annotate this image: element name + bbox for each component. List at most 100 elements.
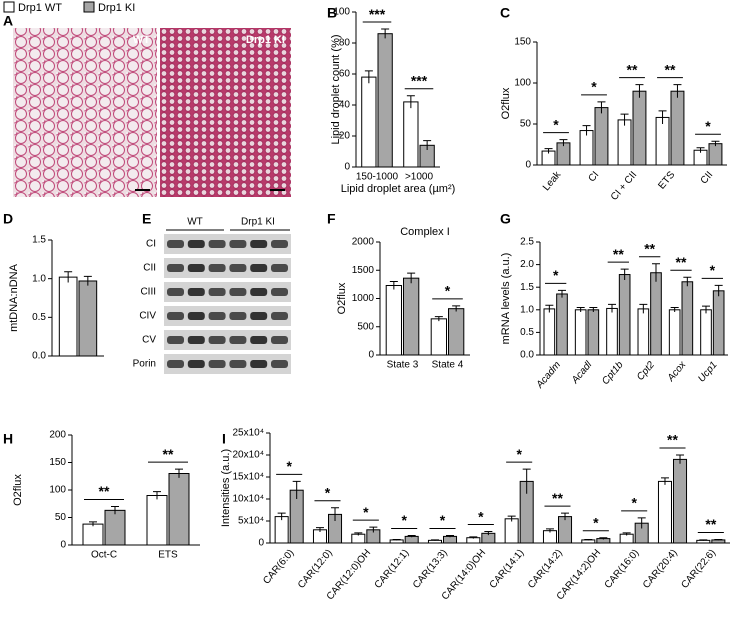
significance-label: *	[705, 118, 711, 134]
y-tick-label: 1500	[352, 265, 375, 276]
y-tick-label: 60	[339, 69, 351, 80]
bar	[146, 495, 168, 546]
significance-label: **	[163, 446, 174, 462]
x-tick-label: Ucp1	[696, 360, 719, 385]
x-tick-label: CAR(13:3)	[411, 548, 450, 591]
error-bar	[582, 125, 591, 136]
histology-image	[160, 28, 291, 197]
blot-band	[229, 312, 247, 320]
y-tick-label: 500	[357, 321, 374, 332]
blot-band	[187, 360, 205, 368]
error-bar	[434, 316, 443, 322]
blot-band	[271, 264, 288, 272]
bar	[708, 143, 723, 166]
panel-label: C	[500, 5, 510, 21]
bar	[443, 535, 458, 544]
blot-band	[167, 264, 184, 272]
error-bar	[292, 480, 301, 499]
error-bar	[89, 521, 97, 527]
significance-label: **	[705, 516, 716, 532]
blot-row-label: Porin	[133, 359, 156, 370]
blot-row-label: CI	[146, 239, 156, 250]
group-label: WT	[187, 217, 203, 228]
bar	[632, 90, 647, 166]
error-bar	[714, 284, 723, 297]
y-tick-label: 0.0	[32, 351, 46, 362]
error-bar	[599, 537, 608, 540]
x-tick-label: CI + CII	[609, 170, 639, 203]
blot-band	[208, 288, 226, 296]
y-tick-label: 100	[49, 485, 66, 496]
panel-label: H	[3, 431, 13, 447]
y-tick-label: 0.5	[520, 327, 534, 338]
legend-swatch	[3, 1, 15, 13]
significance-label: *	[445, 283, 451, 299]
y-tick-label: 150	[49, 457, 66, 468]
bar	[389, 539, 404, 544]
error-bar	[559, 139, 568, 147]
error-bar	[696, 147, 705, 153]
bar	[430, 318, 448, 356]
x-tick-label: CAR(12:0)	[296, 548, 335, 591]
x-tick-label: CAR(20:4)	[641, 548, 680, 591]
legend-label: Drp1 KI	[98, 2, 135, 14]
bar	[403, 101, 419, 168]
error-bar	[545, 304, 554, 313]
error-bar	[392, 538, 401, 541]
blot-row-label: CIII	[140, 287, 156, 298]
group-label: Drp1 KI	[241, 217, 275, 228]
bar	[637, 308, 650, 356]
blot-band	[229, 360, 247, 368]
y-axis-label: O2flux	[12, 474, 24, 506]
western-blot: E WT Drp1 KI	[142, 211, 290, 231]
blot-row-label: CIV	[139, 311, 156, 322]
blot-band	[187, 240, 205, 248]
bar	[558, 516, 573, 544]
y-axis-label: mRNA levels (a.u.)	[500, 253, 512, 345]
y-tick-label: 50	[520, 119, 532, 130]
x-tick-label: Cpt2	[635, 359, 657, 383]
error-bar	[714, 538, 723, 541]
y-tick-label: 0	[368, 350, 374, 361]
error-bar	[702, 305, 711, 314]
x-tick-label: Acadm	[534, 360, 563, 392]
bar	[617, 119, 632, 166]
error-bar	[389, 281, 398, 290]
blot-band	[271, 288, 288, 296]
significance-label: ***	[369, 6, 386, 22]
panel-label: F	[327, 211, 336, 227]
significance-label: *	[325, 485, 331, 501]
error-bar	[637, 517, 646, 529]
error-bar	[651, 263, 660, 282]
y-axis-label: O2flux	[336, 282, 348, 314]
error-bar	[561, 512, 570, 521]
blot-band	[187, 288, 205, 296]
blot-band	[167, 312, 184, 320]
bar	[581, 539, 596, 544]
significance-label: *	[631, 495, 637, 511]
error-bar	[446, 535, 455, 538]
error-bar	[452, 305, 461, 312]
panel-label: G	[500, 211, 511, 227]
bar	[574, 309, 587, 356]
error-bar	[584, 538, 593, 541]
error-bar	[406, 95, 415, 109]
x-tick-label: CAR(12:1)	[373, 548, 412, 591]
significance-label: **	[99, 483, 110, 499]
error-bar	[639, 303, 648, 314]
bar	[657, 480, 673, 544]
error-bar	[683, 276, 692, 287]
blot-band	[187, 264, 205, 272]
bar	[673, 458, 688, 544]
blot-row-label: CII	[143, 263, 156, 274]
bar	[606, 307, 618, 356]
error-bar	[407, 272, 416, 284]
bar	[712, 290, 725, 356]
blot-band	[250, 288, 268, 296]
bar	[670, 90, 685, 166]
error-bar	[635, 84, 644, 98]
bar	[618, 274, 631, 356]
bar	[82, 523, 104, 546]
bar	[403, 277, 420, 356]
image-label: WT	[133, 34, 150, 46]
